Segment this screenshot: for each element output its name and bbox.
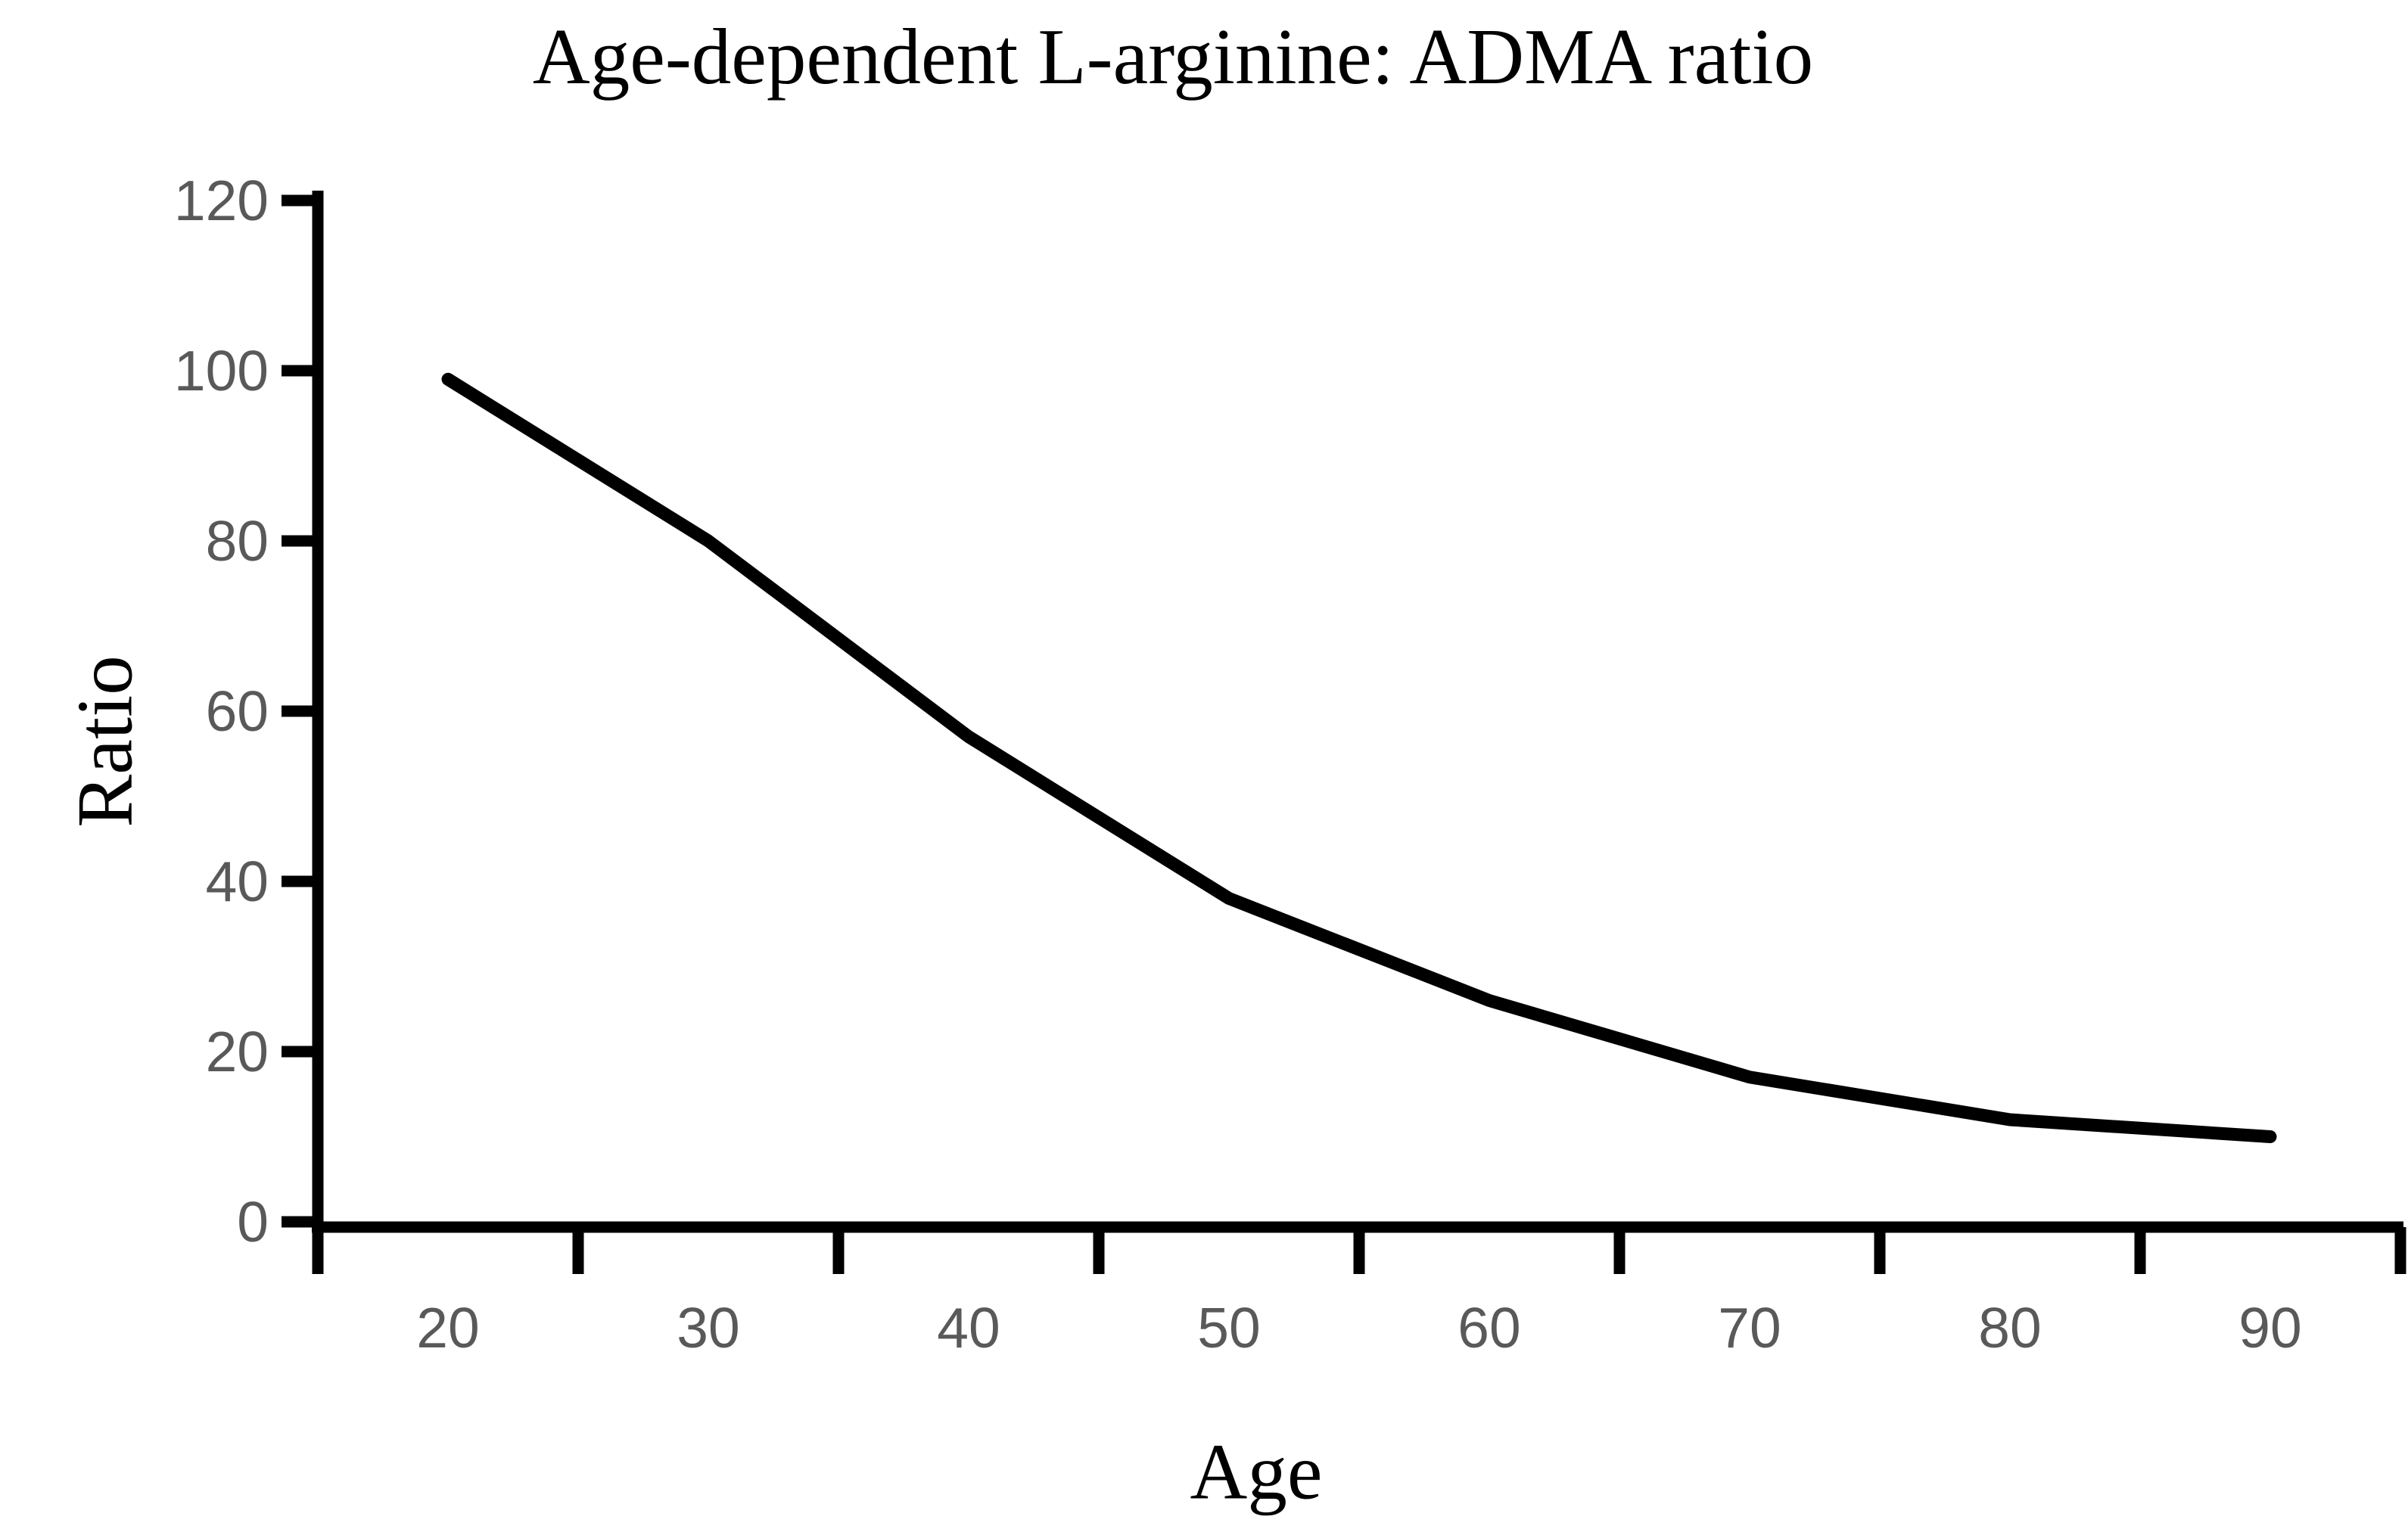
y-tick-label-80: 80	[205, 509, 269, 573]
x-tick-label-30: 30	[677, 1296, 740, 1360]
y-tick-label-0: 0	[237, 1190, 269, 1254]
x-tick-label-80: 80	[1978, 1296, 2042, 1360]
data-series-line	[441, 372, 2277, 1143]
x-tick-label-40: 40	[937, 1296, 1000, 1360]
x-tick-label-70: 70	[1718, 1296, 1781, 1360]
x-tick-label-20: 20	[416, 1296, 480, 1360]
x-tick-label-60: 60	[1458, 1296, 1521, 1360]
chart-title: Age-dependent L-arginine: ADMA ratio	[532, 12, 1814, 101]
y-tick-label-60: 60	[205, 679, 269, 743]
y-tick-label-20: 20	[205, 1020, 269, 1083]
y-tick-label-120: 120	[173, 169, 269, 232]
y-tick-label-40: 40	[205, 850, 269, 913]
x-tick-label-50: 50	[1197, 1296, 1261, 1360]
y-tick-label-100: 100	[173, 339, 269, 402]
x-tick-label-90: 90	[2238, 1296, 2302, 1360]
x-axis-title: Age	[1190, 1427, 1323, 1516]
